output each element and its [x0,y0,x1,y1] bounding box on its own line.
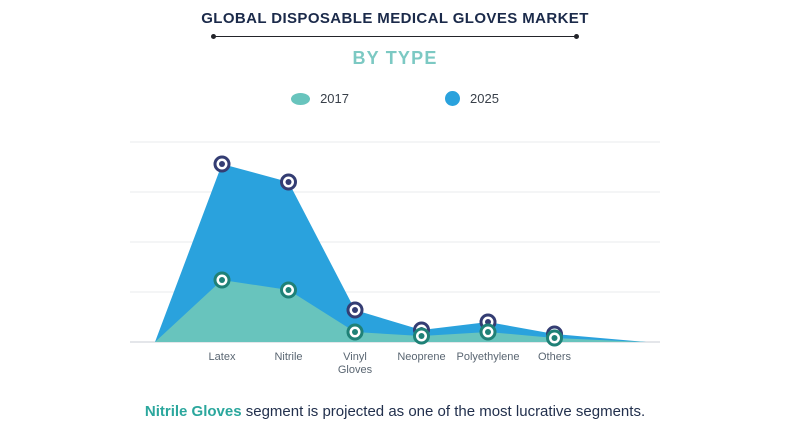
legend: 2017 2025 [291,91,499,106]
caption-text: segment is projected as one of the most … [241,403,646,420]
area-2017 [155,280,646,342]
legend-label-2025: 2025 [470,91,499,106]
underline-right-dot [574,34,579,39]
legend-label-2017: 2017 [320,91,349,106]
chart-subtitle: BY TYPE [352,48,438,68]
marker-dot-2025 [285,179,292,185]
legend-item-2025: 2025 [445,91,499,106]
area-chart: Latex Nitrile Vinyl Gloves Neoprene Polyethyl… [130,132,660,389]
underline-line [213,36,577,37]
marker-dot-2017 [219,277,225,283]
page-title: GLOBAL DISPOSABLE MEDICAL GLOVES MARKET [201,10,589,27]
caption: Nitrile Gloves segment is projected as o… [145,403,645,420]
marker-dot-2017 [485,329,491,335]
x-axis-label: Nitrile [274,351,302,363]
x-axis-label: Latex [209,351,236,363]
legend-swatch-2025 [445,91,460,106]
marker-dot-2017 [418,333,425,339]
x-axis-label: Polyethylene [457,351,520,363]
marker-dot-2017 [285,287,292,293]
legend-swatch-2017 [291,92,311,105]
legend-item-2017: 2017 [291,91,349,106]
x-axis-label: Others [538,351,572,363]
marker-dot-2017 [352,329,358,335]
marker-dot-2025 [485,319,491,325]
marker-dot-2025 [219,161,225,167]
x-axis-label: Vinyl Gloves [338,351,373,376]
caption-highlight: Nitrile Gloves [144,403,242,420]
marker-dot-2017 [551,335,558,341]
title-underline [211,34,579,39]
x-axis-label: Neoprene [397,351,445,363]
area-chart-svg: Latex Nitrile Vinyl Gloves Neoprene Polyethyl… [130,141,660,376]
marker-dot-2025 [352,307,358,313]
